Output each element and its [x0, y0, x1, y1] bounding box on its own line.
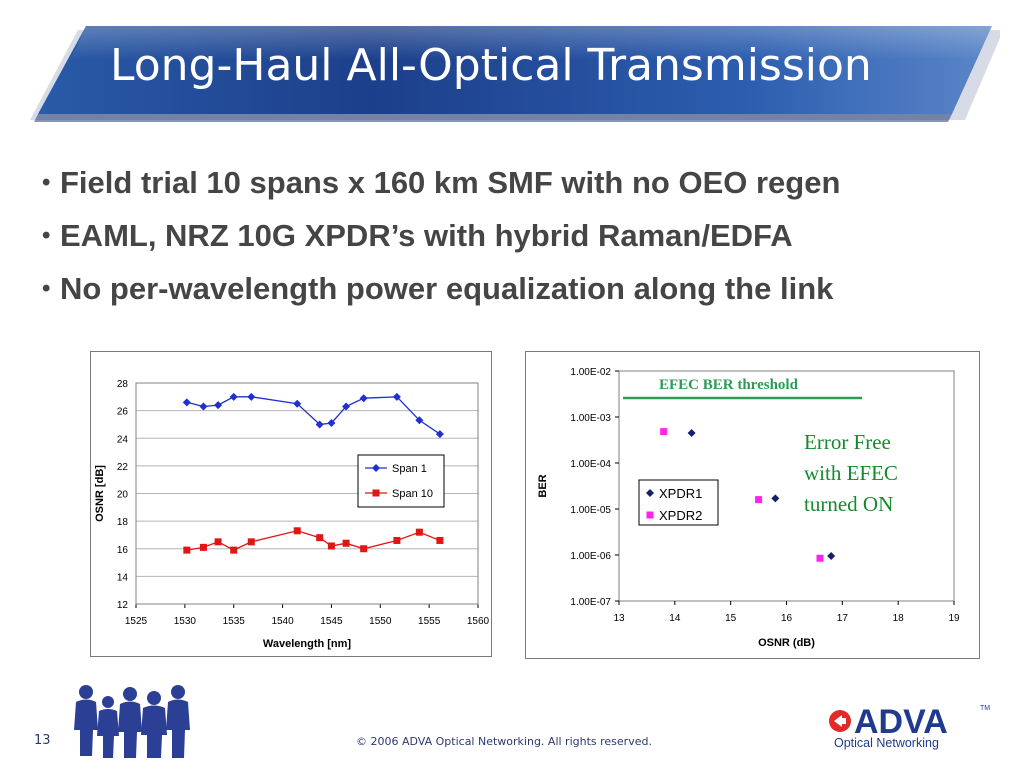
x-tick-label: 14: [669, 613, 681, 624]
data-point-span-1: [436, 430, 444, 438]
series-line-span-1: [187, 397, 440, 434]
x-tick-label: 1535: [223, 616, 246, 627]
bullet-item: • Field trial 10 spans x 160 km SMF with …: [42, 158, 840, 211]
x-axis-label: Wavelength [nm]: [263, 638, 352, 650]
x-tick-label: 16: [781, 613, 793, 624]
y-tick-label: 16: [117, 545, 129, 556]
copyright-text: © 2006 ADVA Optical Networking. All righ…: [356, 735, 652, 748]
data-point-span-10: [416, 529, 423, 536]
ber-osnr-plot: 1.00E-02 1.00E-03 1.00E-04 1.00E-05 1.00E-06…: [526, 352, 979, 658]
data-point-span-10: [200, 544, 207, 551]
data-point-xpdr1: [827, 552, 835, 560]
data-point-span-1: [183, 398, 191, 406]
x-tick-label: 1525: [125, 616, 148, 627]
data-point-span-10: [343, 540, 350, 547]
y-tick-label: 26: [117, 407, 129, 418]
data-point-span-10: [316, 534, 323, 541]
data-point-span-1: [214, 401, 222, 409]
data-point-span-10: [360, 545, 367, 552]
y-axis-label: OSNR [dB]: [94, 465, 106, 522]
ber-osnr-chart: 1.00E-02 1.00E-03 1.00E-04 1.00E-05 1.00E-06…: [525, 351, 980, 659]
people-silhouette-icon: [72, 680, 202, 760]
logo-trademark: TM: [980, 705, 990, 712]
y-tick-label: 1.00E-04: [570, 459, 611, 470]
data-point-xpdr2: [755, 496, 762, 503]
y-tick-label: 1.00E-03: [570, 413, 611, 424]
x-tick-label: 1555: [418, 616, 441, 627]
data-point-span-1: [230, 393, 238, 401]
y-tick-label: 1.00E-07: [570, 597, 611, 608]
data-point-span-10: [230, 547, 237, 554]
bullet-text: No per-wavelength power equalization alo…: [60, 271, 833, 306]
data-point-span-1: [360, 394, 368, 402]
data-point-xpdr1: [688, 429, 696, 437]
y-tick-label: 24: [117, 434, 129, 445]
logo-tagline: Optical Networking: [834, 736, 939, 750]
y-tick-label: 1.00E-05: [570, 505, 611, 516]
data-point-span-10: [393, 537, 400, 544]
y-tick-label: 14: [117, 572, 129, 583]
x-tick-label: 18: [893, 613, 905, 624]
data-point-xpdr2: [660, 428, 667, 435]
legend-label: XPDR1: [659, 486, 702, 501]
bullet-icon: •: [42, 211, 60, 261]
legend-marker: [373, 490, 380, 497]
data-point-span-10: [248, 538, 255, 545]
x-tick-label: 19: [948, 613, 960, 624]
slide-title: Long-Haul All-Optical Transmission: [110, 40, 872, 91]
data-point-span-10: [183, 547, 190, 554]
bullet-icon: •: [42, 264, 60, 314]
error-free-annotation: with EFEC: [804, 461, 898, 485]
legend-label: Span 1: [392, 463, 427, 475]
legend-marker: [647, 512, 654, 519]
series-line-span-10: [187, 531, 440, 550]
y-tick-label: 12: [117, 600, 129, 611]
x-tick-label: 1560: [467, 616, 490, 627]
data-point-span-1: [199, 402, 207, 410]
y-tick-label: 28: [117, 379, 129, 390]
x-axis-label: OSNR (dB): [758, 637, 815, 649]
page-number: 13: [34, 733, 51, 748]
x-tick-label: 1545: [320, 616, 343, 627]
data-point-span-1: [247, 393, 255, 401]
data-point-span-10: [215, 538, 222, 545]
x-tick-label: 1550: [369, 616, 392, 627]
legend-label: Span 10: [392, 488, 433, 500]
y-axis-label: BER: [537, 474, 549, 497]
bullet-item: • No per-wavelength power equalization al…: [42, 264, 840, 317]
data-point-span-10: [328, 542, 335, 549]
adva-logo: ADVA TM Optical Networking: [826, 700, 996, 752]
x-tick-label: 1530: [174, 616, 197, 627]
data-point-span-10: [436, 537, 443, 544]
bullet-text: Field trial 10 spans x 160 km SMF with n…: [60, 165, 840, 200]
bullet-list: • Field trial 10 spans x 160 km SMF with …: [42, 158, 840, 317]
y-tick-label: 22: [117, 462, 129, 473]
threshold-label: EFEC BER threshold: [659, 377, 799, 393]
y-tick-label: 1.00E-06: [570, 551, 611, 562]
bullet-text: EAML, NRZ 10G XPDR’s with hybrid Raman/E…: [60, 218, 793, 253]
osnr-wavelength-plot: 12 14 16 18 20 22 24 26 28 1525 1530 1535 1540 1545 15…: [91, 352, 491, 656]
error-free-annotation: turned ON: [804, 492, 893, 516]
error-free-annotation: Error Free: [804, 430, 891, 454]
osnr-wavelength-chart: 12 14 16 18 20 22 24 26 28 1525 1530 1535 1540 1545 15…: [90, 351, 492, 657]
x-tick-label: 17: [837, 613, 849, 624]
data-point-xpdr2: [817, 555, 824, 562]
x-tick-label: 15: [725, 613, 737, 624]
x-tick-label: 13: [613, 613, 625, 624]
data-point-span-10: [294, 527, 301, 534]
y-tick-label: 18: [117, 517, 129, 528]
legend-label: XPDR2: [659, 508, 702, 523]
data-point-xpdr1: [771, 494, 779, 502]
x-tick-label: 1540: [271, 616, 294, 627]
bullet-item: • EAML, NRZ 10G XPDR’s with hybrid Raman/…: [42, 211, 840, 264]
bullet-icon: •: [42, 158, 60, 208]
y-tick-label: 1.00E-02: [570, 367, 611, 378]
y-tick-label: 20: [117, 490, 129, 501]
